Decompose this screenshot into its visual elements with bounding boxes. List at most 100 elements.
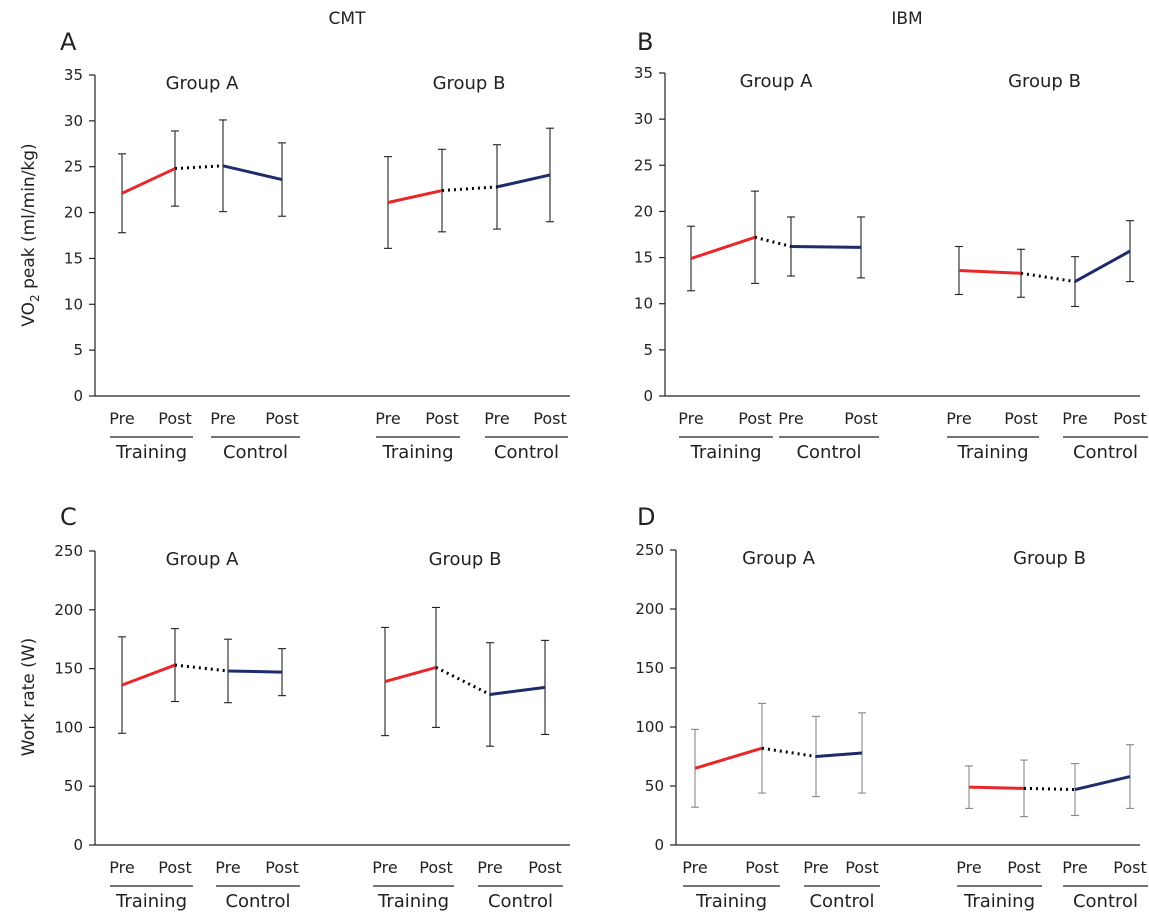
connector-line	[435, 666, 491, 696]
control-line	[227, 669, 283, 674]
y-tick-label: 0	[654, 836, 664, 854]
y-tick-label: 5	[73, 341, 83, 359]
control-line	[496, 173, 551, 189]
x-tick-label: Pre	[803, 858, 828, 877]
x-tick-label: Post	[1007, 858, 1040, 877]
y-tick-label: 50	[645, 777, 664, 795]
arm-label: Control	[488, 891, 553, 912]
x-tick-label: Pre	[1062, 858, 1087, 877]
x-tick-label: Post	[158, 858, 191, 877]
x-tick-label: Pre	[778, 409, 803, 428]
connector-line	[441, 185, 498, 193]
training-line	[384, 665, 437, 683]
x-tick-label: Post	[528, 858, 561, 877]
training-line	[387, 189, 443, 204]
y-tick-label: 250	[635, 541, 664, 559]
panel-letter: C	[60, 503, 77, 531]
training-line	[968, 785, 1025, 790]
arm-label: Training	[695, 891, 767, 912]
x-tick-label: Pre	[109, 409, 134, 428]
group-label: Group A	[166, 73, 240, 94]
y-tick-label: 35	[634, 64, 653, 82]
x-tick-label: Pre	[678, 409, 703, 428]
x-tick-label: Pre	[372, 858, 397, 877]
group-label: Group A	[742, 548, 816, 569]
y-tick-label: 15	[64, 249, 83, 267]
connector-line	[174, 663, 229, 673]
column-title-ibm: IBM	[891, 9, 922, 29]
panel-b: B 0 5 10 15 20 25 30 35 Group A Pre Post Pre Post Trai…	[634, 28, 1148, 463]
x-tick-label: Post	[738, 409, 771, 428]
control-line	[1074, 249, 1131, 283]
arm-label: Training	[963, 891, 1035, 912]
x-tick-label: Post	[1004, 409, 1037, 428]
panel-letter: D	[637, 503, 655, 531]
control-line	[1074, 775, 1131, 791]
connector-line	[761, 746, 817, 758]
panel-letter: A	[60, 28, 77, 56]
training-line	[121, 663, 176, 687]
x-tick-label: Post	[745, 858, 778, 877]
y-tick-label: 100	[54, 718, 83, 736]
panel-c: C 0 50 100 150 200 250 Group A Pre Post Pre Post Tra…	[54, 503, 570, 912]
group-label: Group A	[166, 549, 240, 570]
y-tick-label: 15	[634, 249, 653, 267]
y-axis-label-vo2-sub: 2	[28, 294, 42, 302]
y-tick-label: 20	[64, 204, 83, 222]
x-tick-label: Pre	[210, 409, 235, 428]
y-tick-label: 0	[73, 836, 83, 854]
connector-line	[174, 164, 224, 171]
panel-a: A 0 5 10 15 20 25 30 35 Group A Pre Post Pre Post Trai…	[60, 28, 570, 463]
arm-label: Training	[115, 442, 187, 463]
group-label: Group B	[1013, 548, 1086, 569]
arm-label: Control	[796, 442, 861, 463]
y-tick-label: 200	[635, 600, 664, 618]
arm-label: Control	[1073, 891, 1138, 912]
x-tick-label: Post	[425, 409, 458, 428]
arm-label: Control	[809, 891, 874, 912]
y-tick-label: 25	[64, 158, 83, 176]
y-axis-label-vo2-main: VO	[19, 302, 39, 327]
y-tick-label: 150	[635, 659, 664, 677]
x-tick-label: Pre	[956, 858, 981, 877]
connector-line	[1020, 271, 1076, 284]
group-label: Group B	[1008, 71, 1081, 92]
y-axis-label-vo2: VO2 peak (ml/min/kg)	[19, 143, 42, 326]
panels: A 0 5 10 15 20 25 30 35 Group A Pre Post Pre Post Trai…	[54, 28, 1148, 912]
x-tick-label: Pre	[1062, 409, 1087, 428]
x-tick-label: Pre	[484, 409, 509, 428]
training-line	[690, 235, 756, 260]
x-tick-label: Post	[845, 858, 878, 877]
y-axis-label-work: Work rate (W)	[19, 638, 39, 756]
training-line	[694, 746, 763, 770]
y-tick-label: 50	[64, 777, 83, 795]
connector-line	[754, 235, 792, 248]
y-tick-label: 100	[635, 718, 664, 736]
y-tick-label: 10	[634, 295, 653, 313]
group-label: Group A	[740, 71, 814, 92]
arm-label: Training	[115, 891, 187, 912]
x-tick-label: Post	[158, 409, 191, 428]
training-line	[958, 268, 1022, 275]
training-line	[121, 167, 176, 195]
group-label: Group B	[433, 73, 506, 94]
x-tick-label: Pre	[215, 858, 240, 877]
x-tick-label: Pre	[477, 858, 502, 877]
arm-label: Training	[956, 442, 1028, 463]
connector-line	[1023, 786, 1076, 792]
x-tick-label: Post	[265, 409, 298, 428]
panel-letter: B	[637, 28, 653, 56]
arm-label: Control	[494, 442, 559, 463]
x-tick-label: Post	[533, 409, 566, 428]
y-tick-label: 150	[54, 660, 83, 678]
y-tick-label: 0	[643, 387, 653, 405]
control-line	[815, 751, 863, 758]
y-tick-label: 25	[634, 156, 653, 174]
control-line	[222, 164, 283, 182]
control-line	[790, 244, 862, 249]
x-tick-label: Pre	[109, 858, 134, 877]
arm-label: Training	[377, 891, 449, 912]
group-label: Group B	[429, 549, 502, 570]
arm-label: Control	[1073, 442, 1138, 463]
